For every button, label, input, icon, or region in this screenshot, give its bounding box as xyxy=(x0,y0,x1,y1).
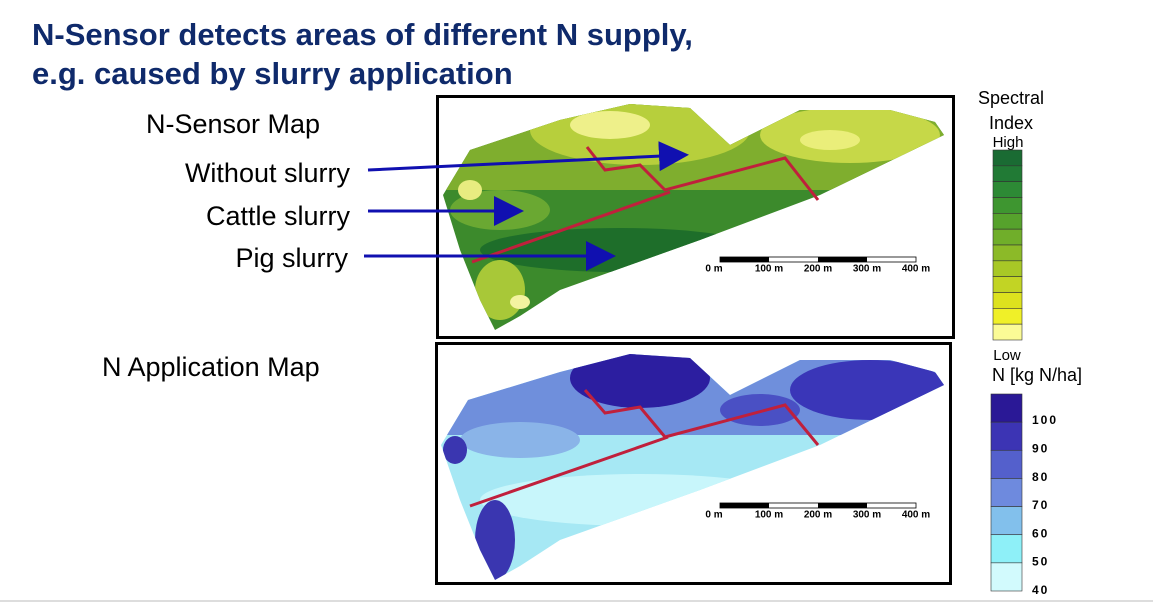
zone-border xyxy=(471,190,671,264)
scale-label: 100 m xyxy=(755,510,783,521)
zone-label: Cattle slurry xyxy=(206,201,351,231)
legend-swatch xyxy=(992,197,1023,214)
legend-label: 60 xyxy=(1032,526,1049,540)
legend-label: 80 xyxy=(1032,470,1049,484)
zone-border xyxy=(583,389,820,446)
title-line: e.g. caused by slurry application xyxy=(32,56,513,91)
legend-swatch xyxy=(992,244,1023,262)
legend-swatch xyxy=(990,449,1023,479)
scale-label: 400 m xyxy=(902,264,930,275)
legend-swatch xyxy=(992,276,1023,293)
title-line: N-Sensor detects areas of different N su… xyxy=(32,17,693,52)
arrow xyxy=(367,141,689,172)
legend-swatch xyxy=(990,393,1023,423)
scale-label: 0 m xyxy=(705,510,722,521)
scale-bar xyxy=(719,502,917,509)
map-label: N Application Map xyxy=(102,352,320,382)
zone-border xyxy=(585,146,820,201)
legend-swatch xyxy=(990,421,1023,451)
legend-swatch xyxy=(990,534,1023,564)
legend-swatch xyxy=(990,478,1023,507)
legend-swatch xyxy=(992,181,1023,198)
legend-swatch xyxy=(990,506,1023,536)
legend-label: 70 xyxy=(1032,498,1049,512)
legend-label: 90 xyxy=(1032,441,1049,455)
scale-label: 300 m xyxy=(853,264,881,275)
scale-label: 200 m xyxy=(804,510,832,521)
spectral-scale xyxy=(992,149,1023,341)
legend-swatch xyxy=(992,228,1023,246)
scale-label: 300 m xyxy=(853,510,881,521)
zone-label: Pig slurry xyxy=(235,243,348,273)
scale-bar xyxy=(719,256,917,263)
scale-label: 0 m xyxy=(705,264,722,275)
legend-swatch xyxy=(992,292,1023,309)
legend-low: Low xyxy=(993,347,1021,364)
legend-label: 100 xyxy=(1032,413,1058,427)
zone-label: Without slurry xyxy=(185,158,351,188)
legend-title: Index xyxy=(989,113,1033,133)
n-scale: 100 90 80 70 60 50 40 xyxy=(990,393,1058,597)
scale-label: 400 m xyxy=(902,510,930,521)
map-label: N-Sensor Map xyxy=(146,109,320,139)
legend-high: High xyxy=(993,134,1024,151)
scale-label: 100 m xyxy=(755,264,783,275)
zone-border xyxy=(469,435,669,508)
legend-swatch xyxy=(992,165,1023,182)
legend-swatch xyxy=(992,149,1023,167)
legend-swatch xyxy=(992,323,1023,341)
legend-title: N [kg N/ha] xyxy=(992,365,1082,385)
legend-label: 40 xyxy=(1032,583,1049,597)
legend-swatch xyxy=(990,562,1023,592)
scale-label: 200 m xyxy=(804,264,832,275)
legend-title: Spectral xyxy=(978,88,1044,108)
legend-swatch xyxy=(992,213,1023,230)
legend-swatch xyxy=(992,308,1023,325)
legend-label: 50 xyxy=(1032,555,1049,569)
legend-swatch xyxy=(992,260,1023,277)
